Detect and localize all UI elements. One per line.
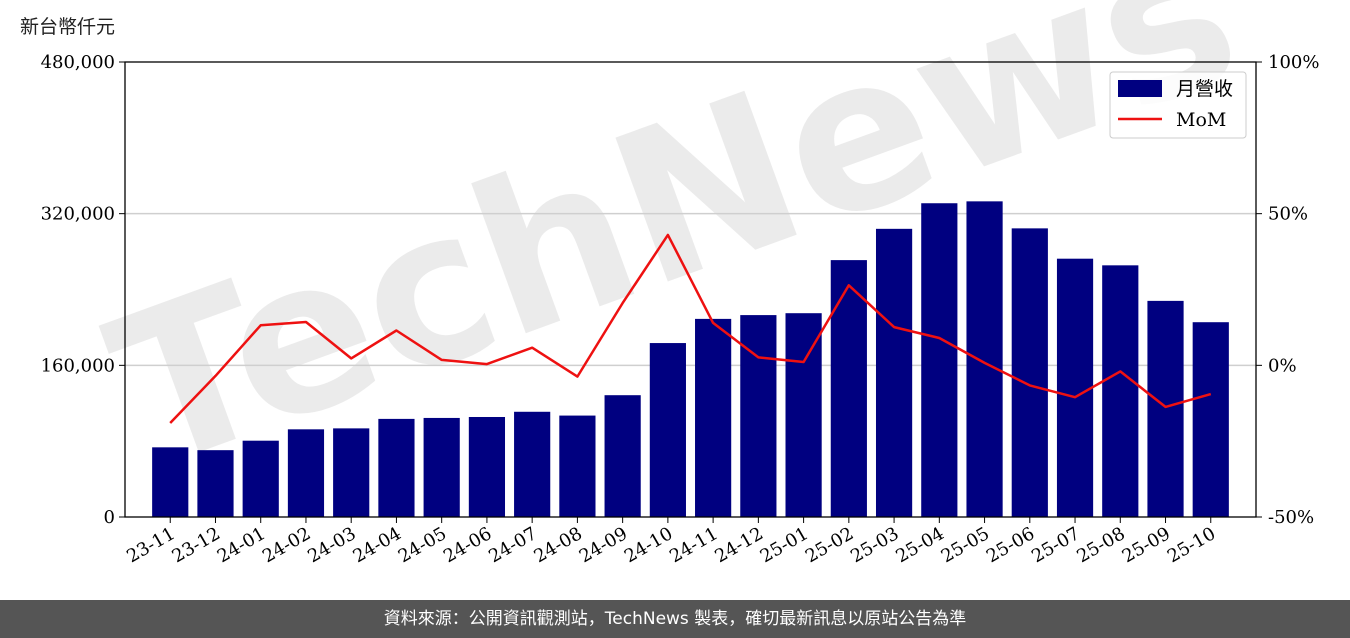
legend-bar-label: 月營收 [1176, 78, 1233, 100]
x-tick-label: 25-07 [1028, 523, 1083, 567]
x-axis: 23-1123-1224-0124-0224-0324-0424-0524-06… [123, 517, 1219, 567]
x-tick-label: 25-01 [757, 523, 812, 567]
revenue-bar [830, 260, 867, 517]
mom-series [169, 233, 1212, 424]
legend: 月營收 MoM [1109, 71, 1247, 139]
right-tick-label: 100% [1268, 52, 1319, 73]
x-tick-label: 24-01 [214, 523, 269, 567]
revenue-bar [378, 418, 415, 517]
revenue-bar [966, 201, 1003, 517]
legend-line-label: MoM [1176, 109, 1226, 131]
x-tick-label: 24-02 [259, 523, 314, 567]
plot-frame [124, 61, 1257, 518]
x-tick-label: 24-07 [485, 523, 540, 567]
x-tick-label: 24-05 [395, 523, 450, 567]
revenue-bar [468, 416, 506, 517]
left-axis: 0 160,000 320,000 480,000 [41, 52, 125, 528]
revenue-bar [333, 428, 370, 517]
x-tick-label: 25-03 [847, 523, 902, 567]
x-tick-label: 24-09 [576, 523, 631, 567]
source-footer: 資料來源：公開資訊觀測站，TechNews 製表，確切最新訊息以原站公告為準 [0, 600, 1350, 638]
revenue-bar [1192, 322, 1229, 517]
x-tick-label: 25-06 [983, 523, 1038, 567]
revenue-bar [921, 203, 958, 518]
revenue-bar [1056, 258, 1094, 517]
revenue-bar [604, 395, 641, 517]
left-tick-label: 480,000 [41, 52, 115, 73]
x-tick-label: 23-11 [123, 523, 178, 567]
x-tick-label: 24-08 [530, 523, 585, 567]
revenue-bar [242, 440, 279, 517]
x-tick-label: 23-12 [169, 523, 224, 567]
bar-series [152, 201, 1229, 518]
x-tick-label: 24-03 [304, 523, 359, 567]
x-tick-label: 24-11 [666, 523, 721, 567]
revenue-bar [514, 411, 551, 517]
mom-line [169, 233, 1212, 424]
x-tick-label: 24-06 [440, 523, 495, 567]
revenue-bar [785, 313, 822, 517]
x-tick-label: 24-12 [711, 523, 766, 567]
revenue-bar [695, 318, 732, 517]
x-tick-label: 25-09 [1119, 523, 1174, 567]
x-tick-label: 25-08 [1073, 523, 1128, 567]
left-tick-label: 0 [104, 507, 115, 528]
right-axis: -50% 0% 50% 100% [1256, 52, 1319, 528]
revenue-bar [423, 417, 460, 517]
revenue-bar [197, 450, 234, 517]
x-tick-label: 25-04 [892, 523, 947, 567]
x-tick-label: 25-10 [1164, 523, 1219, 567]
left-tick-label: 160,000 [41, 355, 115, 376]
revenue-bar [152, 447, 189, 517]
revenue-bar [740, 315, 777, 517]
x-tick-label: 24-04 [350, 523, 405, 567]
revenue-bar [1147, 300, 1184, 517]
x-tick-label: 25-02 [802, 523, 857, 567]
right-tick-label: 50% [1268, 204, 1308, 225]
revenue-bar [287, 429, 325, 517]
revenue-bar [1102, 265, 1139, 517]
revenue-bar [875, 228, 913, 518]
legend-bar-swatch [1118, 80, 1162, 97]
x-tick-label: 25-05 [938, 523, 993, 567]
revenue-bar [1011, 228, 1048, 517]
right-tick-label: -50% [1268, 507, 1314, 528]
right-tick-label: 0% [1268, 355, 1297, 376]
revenue-bar [559, 415, 596, 517]
x-tick-label: 24-10 [621, 523, 676, 567]
unit-label: 新台幣仟元 [20, 16, 115, 38]
revenue-bar [649, 343, 686, 517]
left-tick-label: 320,000 [41, 204, 115, 225]
